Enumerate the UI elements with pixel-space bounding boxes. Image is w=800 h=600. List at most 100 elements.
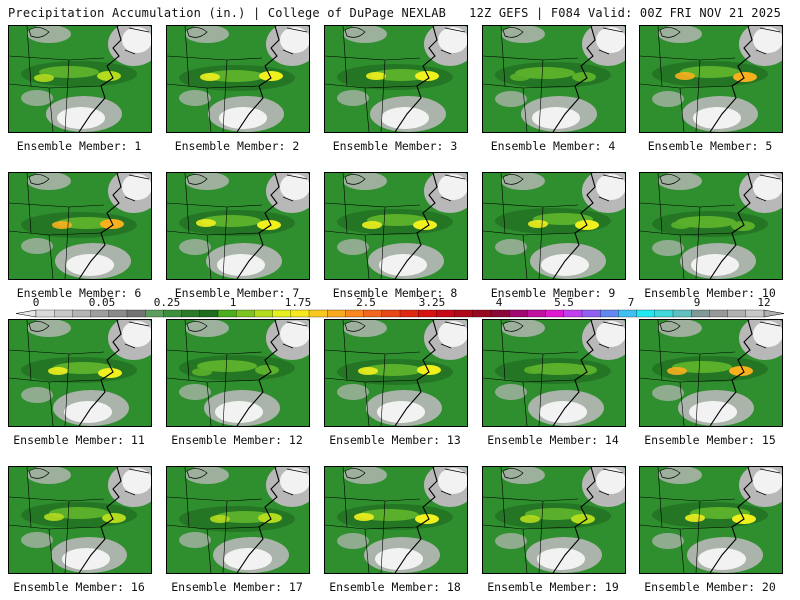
ensemble-member-map	[639, 466, 783, 574]
colorbar-tick-label: 4	[495, 296, 503, 309]
precip-map	[9, 26, 151, 132]
colorbar-tick-label: 7	[627, 296, 635, 309]
colorbar-tick-label: 1	[229, 296, 237, 309]
colorbar-tick-label: 12	[757, 296, 771, 309]
colorbar-swatch	[691, 309, 710, 318]
ensemble-member-label: Ensemble Member: 14	[487, 433, 619, 447]
precip-map	[640, 320, 782, 426]
colorbar-swatch	[181, 309, 201, 318]
ensemble-member-map	[324, 466, 468, 574]
colorbar-swatch	[563, 309, 583, 318]
ensemble-member-label: Ensemble Member: 5	[647, 139, 773, 153]
ensemble-member-map	[482, 172, 626, 280]
ensemble-member-map	[639, 319, 783, 427]
colorbar-swatch	[381, 309, 401, 318]
colorbar-swatch	[327, 309, 346, 318]
ensemble-member-map	[324, 25, 468, 133]
ensemble-member-map	[8, 319, 152, 427]
ensemble-member-map	[166, 25, 310, 133]
colorbar-swatch	[90, 309, 110, 318]
precip-map	[325, 467, 467, 573]
precip-map	[640, 173, 782, 279]
ensemble-member-label: Ensemble Member: 18	[329, 580, 461, 594]
precip-map	[483, 26, 625, 132]
colorbar-swatch	[636, 309, 656, 318]
colorbar-tick-label: 9	[693, 296, 701, 309]
colorbar-swatch	[254, 309, 274, 318]
ensemble-member-label: Ensemble Member: 3	[332, 139, 458, 153]
model-run-title: 12Z GEFS | F084 Valid: 00Z FRI NOV 21 20…	[469, 6, 781, 20]
colorbar-tick-label: 0	[32, 296, 40, 309]
ensemble-member-map	[166, 172, 310, 280]
colorbar-swatch	[217, 309, 237, 318]
ensemble-member-map	[166, 319, 310, 427]
colorbar-swatch	[145, 309, 164, 318]
ensemble-member-map	[166, 466, 310, 574]
colorbar-swatch	[509, 309, 528, 318]
ensemble-member-label: Ensemble Member: 6	[16, 286, 142, 300]
colorbar-swatch	[35, 309, 55, 318]
colorbar-swatch	[126, 309, 146, 318]
ensemble-member-map	[482, 25, 626, 133]
colorbar-swatch	[363, 309, 383, 318]
ensemble-member-label: Ensemble Member: 12	[171, 433, 303, 447]
colorbar-tick-label: 1.75	[284, 296, 312, 309]
precip-map	[167, 26, 309, 132]
ensemble-member-map	[482, 319, 626, 427]
precip-map	[9, 467, 151, 573]
ensemble-member-label: Ensemble Member: 7	[174, 286, 300, 300]
colorbar-swatch	[399, 309, 419, 318]
colorbar-tick-label: 2.5	[356, 296, 376, 309]
precip-map	[9, 320, 151, 426]
ensemble-member-label: Ensemble Member: 4	[490, 139, 616, 153]
colorbar-swatch	[290, 309, 310, 318]
precip-map	[325, 26, 467, 132]
ensemble-member-label: Ensemble Member: 20	[644, 580, 776, 594]
ensemble-member-map	[482, 466, 626, 574]
ensemble-member-map	[639, 25, 783, 133]
precip-map	[325, 173, 467, 279]
ensemble-member-label: Ensemble Member: 13	[329, 433, 461, 447]
precip-map	[167, 467, 309, 573]
precip-map	[483, 320, 625, 426]
ensemble-member-map	[324, 319, 468, 427]
ensemble-member-label: Ensemble Member: 11	[13, 433, 145, 447]
colorbar-swatch	[236, 309, 255, 318]
precip-map	[9, 173, 151, 279]
ensemble-member-label: Ensemble Member: 9	[490, 286, 616, 300]
colorbar-swatch	[709, 309, 729, 318]
ensemble-member-label: Ensemble Member: 10	[644, 286, 776, 300]
colorbar-tick-label: 0.05	[88, 296, 116, 309]
colorbar-swatch	[199, 309, 219, 318]
ensemble-member-label: Ensemble Member: 2	[174, 139, 300, 153]
colorbar-swatch	[654, 309, 674, 318]
ensemble-member-map	[324, 172, 468, 280]
colorbar-swatch	[272, 309, 292, 318]
ensemble-member-label: Ensemble Member: 17	[171, 580, 303, 594]
colorbar-swatch	[345, 309, 365, 318]
colorbar-swatch	[490, 309, 510, 318]
colorbar-swatch	[418, 309, 437, 318]
ensemble-member-map	[639, 172, 783, 280]
colorbar-tick-label: 0.25	[153, 296, 181, 309]
ensemble-member-label: Ensemble Member: 19	[487, 580, 619, 594]
colorbar-swatch	[308, 309, 328, 318]
colorbar-swatch	[727, 309, 747, 318]
precip-map	[483, 467, 625, 573]
colorbar-swatch	[545, 309, 565, 318]
precip-map	[167, 173, 309, 279]
ensemble-member-map	[8, 466, 152, 574]
ensemble-member-label: Ensemble Member: 1	[16, 139, 142, 153]
ensemble-member-map	[8, 172, 152, 280]
precip-map	[483, 173, 625, 279]
ensemble-member-label: Ensemble Member: 8	[332, 286, 458, 300]
colorbar-swatch	[672, 309, 692, 318]
colorbar-swatch	[618, 309, 638, 318]
colorbar-swatch	[163, 309, 183, 318]
precip-map	[640, 26, 782, 132]
colorbar-swatch	[454, 309, 474, 318]
precip-map	[325, 320, 467, 426]
colorbar-swatch	[527, 309, 547, 318]
colorbar-swatch	[581, 309, 601, 318]
colorbar-tick-label: 5.5	[554, 296, 574, 309]
